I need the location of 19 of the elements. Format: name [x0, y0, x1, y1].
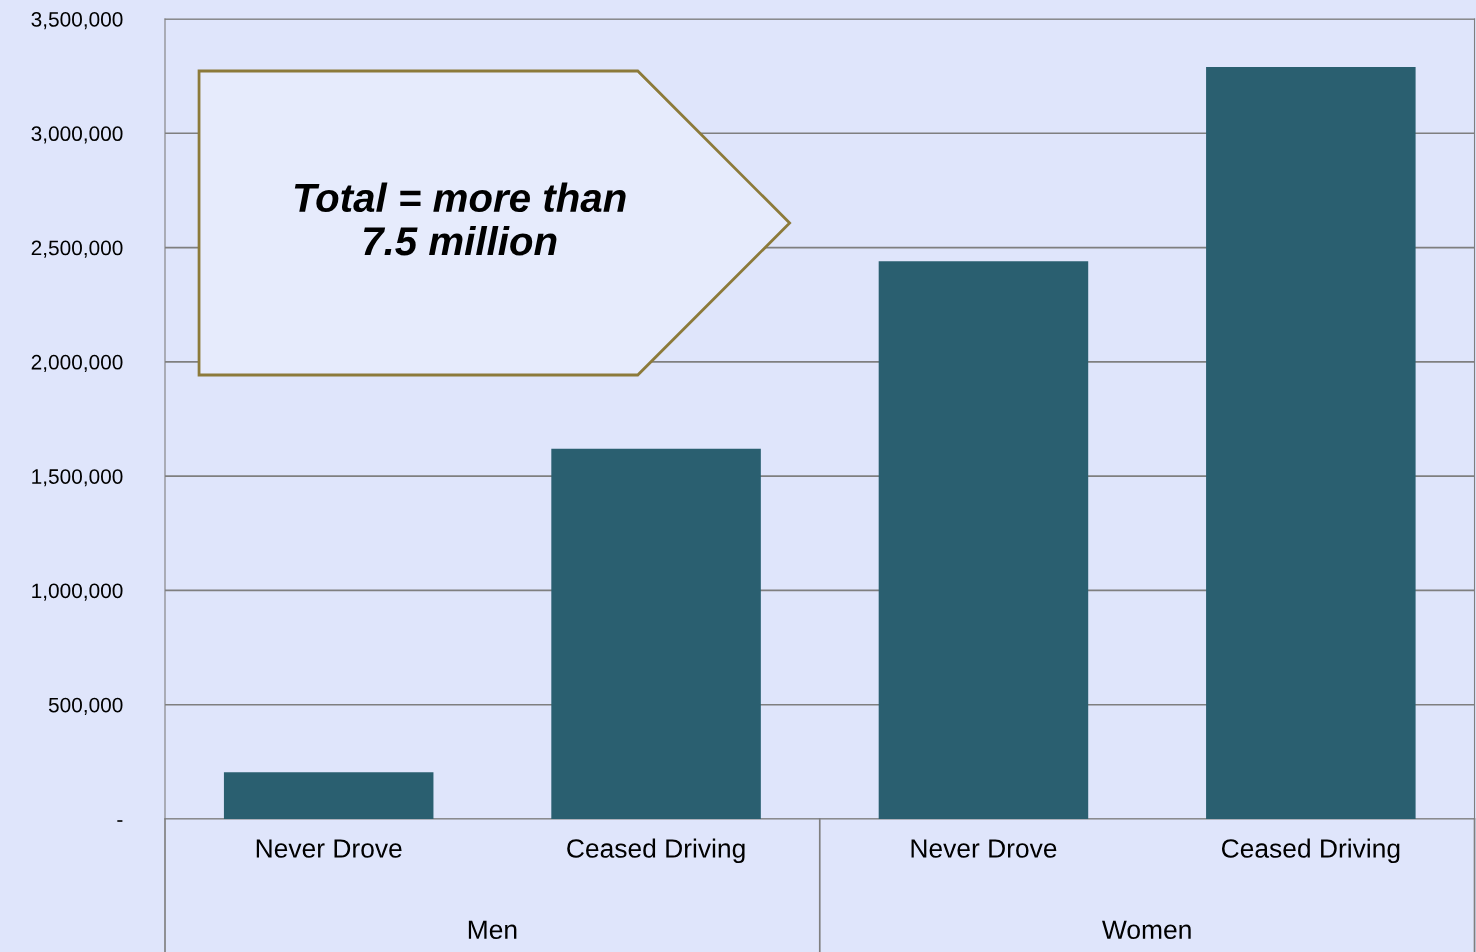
y-tick-label: 2,000,000: [31, 354, 123, 373]
y-tick-label: 2,500,000: [31, 240, 123, 258]
y-tick-label: 500,000: [48, 697, 123, 715]
bar: [223, 772, 434, 819]
y-tick-label: -: [117, 820, 123, 822]
bar: [1206, 67, 1416, 819]
x-tick-label: Never Drove: [256, 839, 402, 858]
text: Women: [1102, 920, 1191, 940]
annotation: Total = more than 7.5 million: [294, 182, 626, 256]
y-tick-label: 3,500,000: [31, 12, 123, 30]
y-tick-label: 1,000,000: [32, 583, 123, 601]
x-tick-label: Ceased Driving: [1221, 838, 1400, 864]
bar: [551, 448, 761, 819]
y-tick-label: 1,500,000: [32, 469, 123, 487]
y-tick-label: 3,000,000: [31, 126, 123, 144]
bar: [878, 261, 1089, 819]
x-tick-label: Ceased Driving: [567, 838, 745, 864]
x-tick-label: Never Drove: [911, 839, 1057, 858]
text: Men: [468, 920, 517, 940]
